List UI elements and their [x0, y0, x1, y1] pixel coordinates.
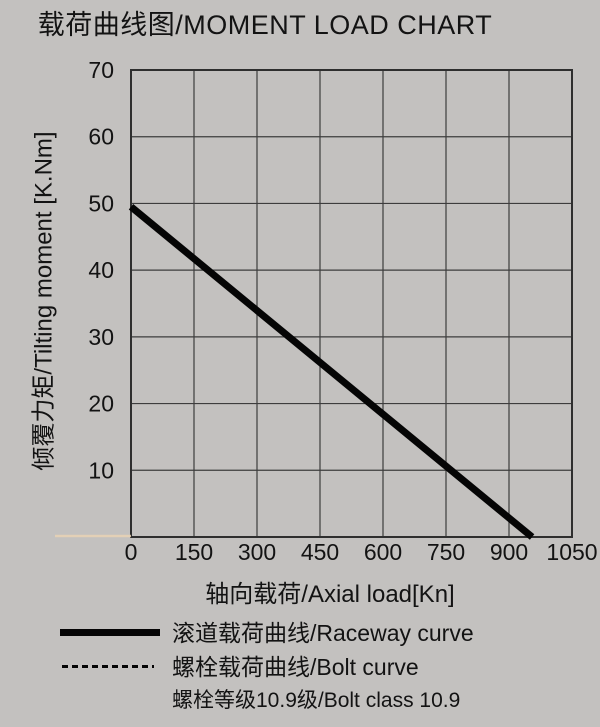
- y-tick-label: 30: [88, 324, 114, 350]
- legend-row-bolt-class: 螺栓等级10.9级/Bolt class 10.9: [0, 687, 600, 717]
- y-tick-label: 10: [88, 457, 114, 483]
- plot-border: [130, 69, 573, 538]
- y-tick-label: 60: [88, 124, 114, 150]
- x-tick-label: 150: [175, 539, 213, 565]
- x-tick-label: 450: [301, 539, 339, 565]
- raceway-curve-swatch: [60, 629, 160, 636]
- y-tick-label: 70: [88, 57, 114, 83]
- x-axis-label: 轴向载荷/Axial load[Kn]: [205, 581, 455, 608]
- y-tick-label: 20: [88, 391, 114, 417]
- y-tick-label: 50: [88, 190, 114, 216]
- x-tick-label: 900: [490, 539, 528, 565]
- y-axis-label: 倾覆力矩/Tilting moment [K.Nm]: [30, 131, 58, 471]
- legend-row-raceway: 滚道载荷曲线/Raceway curve: [0, 618, 600, 648]
- x-tick-label: 0: [125, 539, 138, 565]
- chart-title: 载荷曲线图/MOMENT LOAD CHART: [37, 10, 493, 40]
- raceway-curve-line: [128, 204, 535, 540]
- x-tick-label: 600: [364, 539, 402, 565]
- x-tick-label: 1050: [546, 539, 597, 565]
- bolt-class-note: 螺栓等级10.9级/Bolt class 10.9: [172, 689, 461, 712]
- x-tick-label: 750: [427, 539, 465, 565]
- bolt-curve-label: 螺栓载荷曲线/Bolt curve: [172, 654, 419, 680]
- bolt-curve-swatch: [62, 665, 154, 668]
- raceway-curve-label: 滚道载荷曲线/Raceway curve: [172, 620, 474, 646]
- legend-row-bolt: 螺栓载荷曲线/Bolt curve: [0, 652, 600, 682]
- y-tick-label: 40: [88, 257, 114, 283]
- x-tick-label: 300: [238, 539, 276, 565]
